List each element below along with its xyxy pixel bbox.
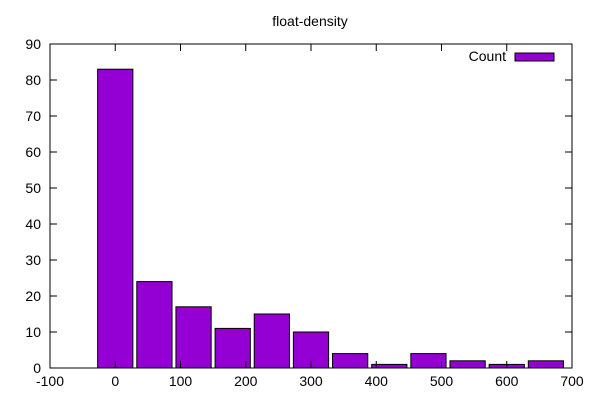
y-tick-label-90: 90 <box>25 36 41 52</box>
y-tick-label-10: 10 <box>25 324 41 340</box>
bar-660 <box>527 360 565 369</box>
y-tick-label-60: 60 <box>25 144 41 160</box>
x-tick-label-200: 200 <box>234 373 258 389</box>
x-tick-label-700: 700 <box>560 373 584 389</box>
bar-540 <box>449 360 486 369</box>
bar-120 <box>175 306 212 369</box>
y-tick-label-70: 70 <box>25 108 41 124</box>
x-tick-label-600: 600 <box>495 373 519 389</box>
y-tick-label-20: 20 <box>25 288 41 304</box>
legend-label-count: Count <box>469 48 506 64</box>
x-tick-label-400: 400 <box>365 373 389 389</box>
bar-360 <box>332 353 369 369</box>
legend: Count <box>469 48 555 64</box>
x-tick-label--100: -100 <box>36 373 64 389</box>
x-tick-label-500: 500 <box>430 373 454 389</box>
y-tick-label-30: 30 <box>25 252 41 268</box>
bar-0 <box>97 68 134 369</box>
bar-420 <box>371 363 408 369</box>
bar-240 <box>253 313 290 369</box>
plot-frame <box>49 43 573 369</box>
x-tick-label-100: 100 <box>169 373 193 389</box>
x-tick-label-0: 0 <box>111 373 119 389</box>
bar-180 <box>214 327 251 369</box>
bar-60 <box>136 281 173 369</box>
y-tick-label-50: 50 <box>25 180 41 196</box>
chart-title: float-density <box>272 13 347 29</box>
bars-group <box>97 68 565 369</box>
y-tick-label-0: 0 <box>33 360 41 376</box>
y-tick-label-80: 80 <box>25 72 41 88</box>
y-tick-label-40: 40 <box>25 216 41 232</box>
x-tick-label-300: 300 <box>299 373 323 389</box>
legend-swatch-count <box>514 52 555 62</box>
bar-480 <box>410 353 447 369</box>
